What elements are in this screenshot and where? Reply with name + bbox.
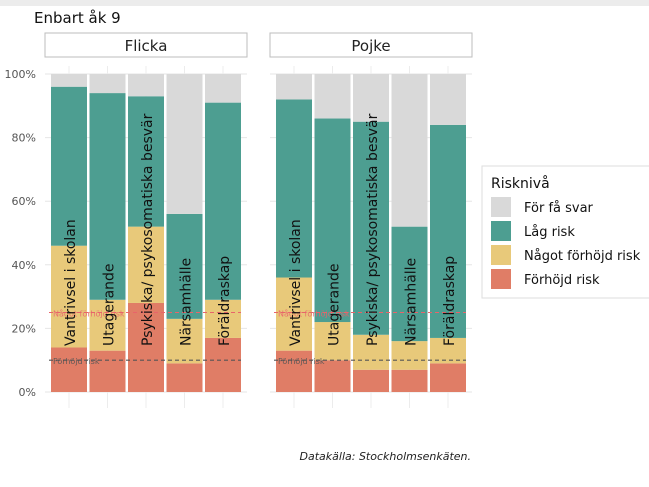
reference-line-label: Något förhöjd risk [53,309,125,319]
chart-title: Enbart åk 9 [34,9,121,27]
facet-strip-1 [269,32,473,58]
top-strip [0,0,649,6]
legend-label: Förhöjd risk [524,273,600,288]
category-label: Utagerande [102,263,118,346]
bar-segment [205,337,241,392]
facet-label: Flicka [125,37,168,55]
bar-segment [391,369,428,392]
bar-segment [51,74,87,87]
bar-segment [51,347,87,392]
bar-segment [166,74,203,214]
bar-segment [51,245,87,348]
legend-swatch [491,221,511,241]
bar-segment [166,363,203,392]
bar-segment [205,102,241,300]
y-tick-label: 60% [12,195,36,208]
bar-segment [353,121,389,335]
bar-segment [89,350,126,392]
bar-segment [128,74,164,97]
category-label: Vantrivsel i skolan [63,219,79,346]
reference-line-label: Förhöjd risk [278,357,325,366]
bar-segment [205,74,241,103]
category-label: Psykiska/ psykosomatiska besvär [140,113,156,346]
bar-segment [276,350,312,392]
facet-strip-0 [44,32,248,58]
category-label: Närsamhälle [179,258,195,346]
bar-segment [353,369,389,392]
legend-swatch [491,245,511,265]
category-label: Föräldraskap [217,256,233,346]
bar-segment [314,74,351,119]
y-tick-label: 0% [19,386,36,399]
legend-label: Något förhöjd risk [524,249,641,264]
legend-swatch [491,269,511,289]
bar-segment [51,86,87,246]
category-label: Närsamhälle [404,258,420,346]
legend-swatch [491,197,511,217]
y-tick-label: 80% [12,132,36,145]
bar-segment [276,277,312,351]
reference-line-label: Förhöjd risk [53,357,100,366]
category-label: Psykiska/ psykosomatiska besvär [365,113,381,346]
legend-label: Låg risk [524,225,575,240]
bar-segment [166,213,203,319]
y-tick-label: 100% [5,68,36,81]
y-tick-label: 20% [12,322,36,335]
bar-segment [314,360,351,392]
bar-segment [430,74,466,125]
bar-segment [166,318,203,364]
bar-segment [89,74,126,94]
bar-segment [391,226,428,342]
bar-segment [128,226,164,303]
bar-segment [314,118,351,323]
legend-label: För få svar [524,201,594,216]
legend-title: Risknivå [491,175,550,192]
category-label: Föräldraskap [442,256,458,346]
bar-segment [276,74,312,100]
bar-segment [353,74,389,122]
y-tick-label: 40% [12,259,36,272]
bar-segment [430,363,466,392]
bar-segment [276,99,312,278]
bar-segment [314,322,351,361]
bar-segment [205,299,241,338]
bar-segment [89,93,126,300]
facet-label: Pojke [351,37,390,55]
bar-segment [128,302,164,392]
bar-segment [128,96,164,227]
bar-segment [391,341,428,370]
bar-segment [89,299,126,351]
category-label: Vantrivsel i skolan [288,219,304,346]
category-label: Utagerande [327,263,343,346]
bar-segment [430,337,466,364]
bar-segment [430,124,466,338]
chart-caption: Datakälla: Stockholmsenkäten. [299,450,471,463]
bar-segment [391,74,428,227]
reference-line-label: Något förhöjd risk [278,309,350,319]
bar-segment [353,334,389,370]
